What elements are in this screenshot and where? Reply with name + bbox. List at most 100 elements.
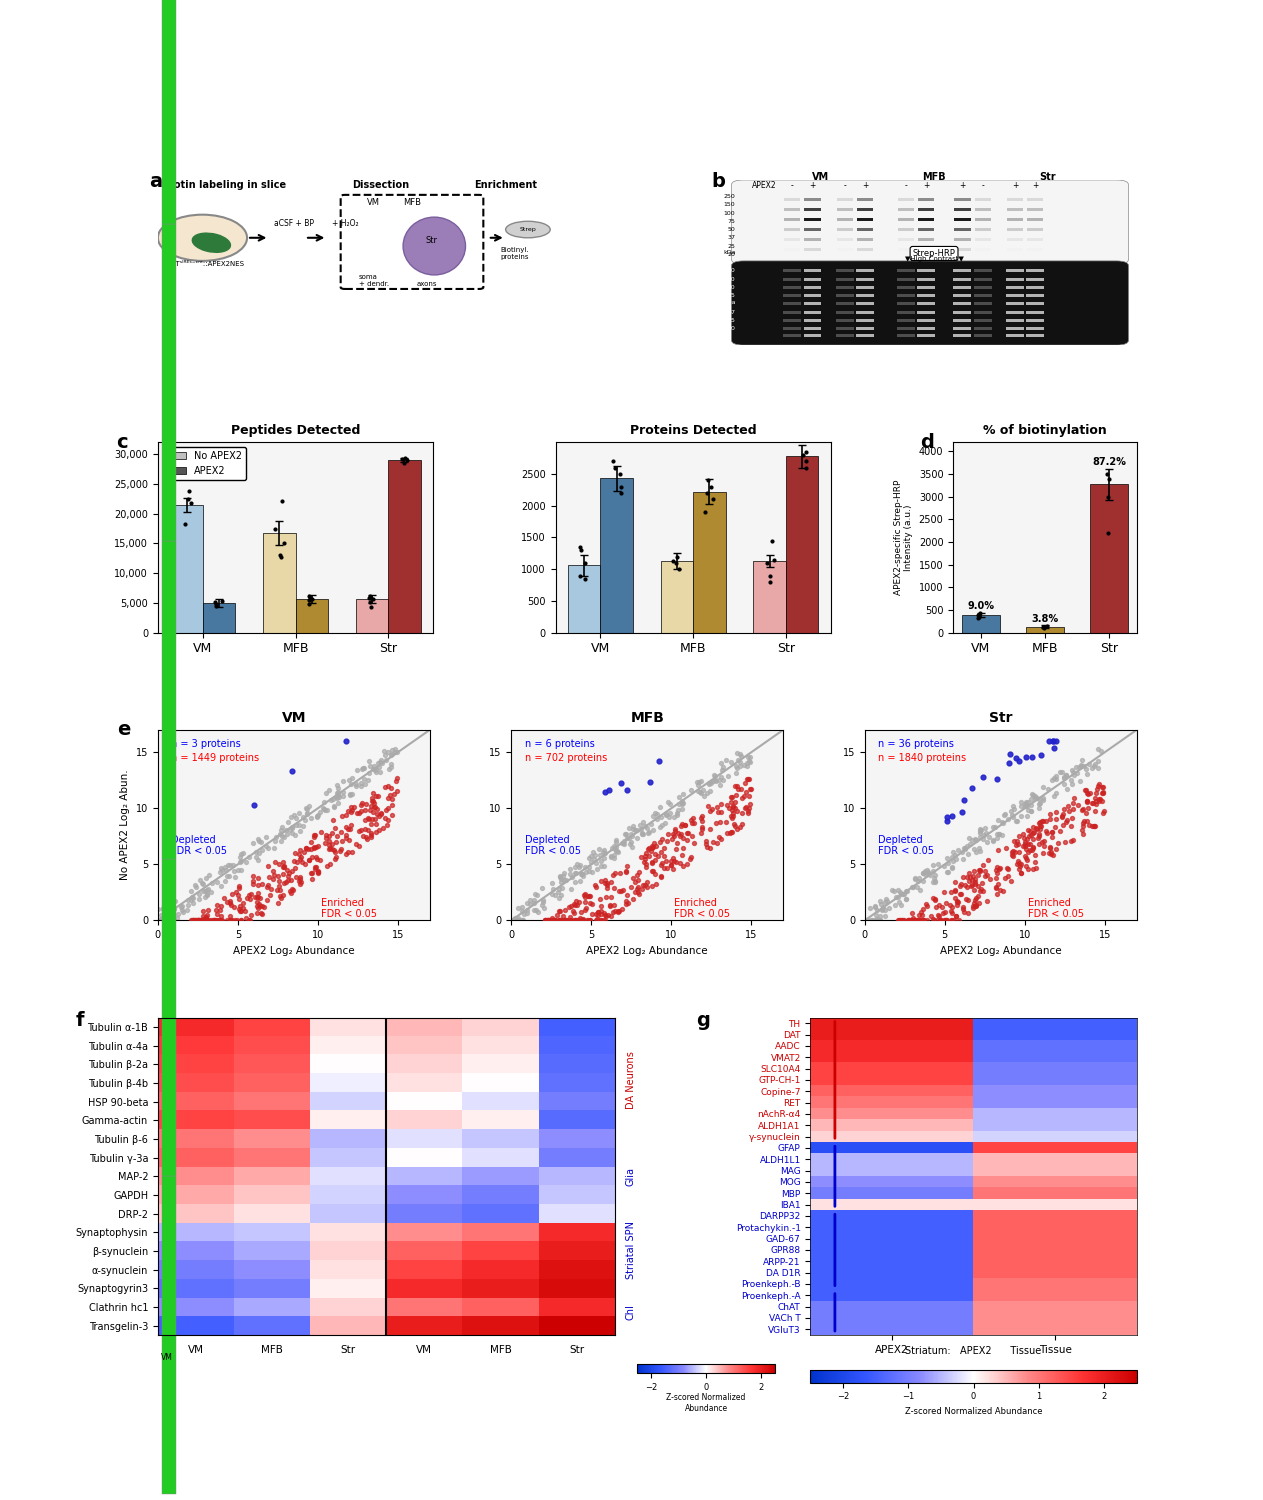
Point (902, 874, 922, 898)
Point (657, 856, 677, 880)
Point (974, 765, 994, 789)
Point (1087, 748, 1108, 772)
Point (908, 865, 928, 889)
Point (520, 888, 541, 912)
Point (973, 827, 993, 850)
Point (913, 909, 933, 933)
Point (230, 844, 250, 868)
Point (1027, 816, 1047, 840)
Point (1033, 789, 1053, 813)
Point (990, 878, 1010, 902)
Point (381, 738, 402, 762)
Point (318, 834, 338, 858)
Point (652, 850, 672, 874)
Point (918, 861, 938, 885)
Text: kDa: kDa (722, 300, 735, 304)
Point (298, 849, 318, 873)
Point (556, 868, 576, 892)
Point (1050, 760, 1070, 784)
Point (673, 827, 693, 850)
Point (221, 909, 241, 933)
Point (234, 842, 254, 866)
Point (1024, 786, 1045, 810)
Text: e: e (117, 720, 130, 740)
Point (591, 903, 611, 927)
Point (565, 909, 585, 933)
Point (945, 879, 965, 903)
Point (865, 909, 885, 933)
Point (1012, 852, 1032, 876)
Point (644, 801, 664, 825)
Point (351, 774, 371, 798)
Point (551, 909, 571, 933)
Point (605, 837, 625, 861)
Point (647, 807, 667, 831)
Point (885, 885, 906, 909)
Point (971, 871, 991, 895)
Point (669, 850, 690, 874)
Point (1072, 822, 1092, 846)
Point (645, 847, 666, 871)
Point (604, 846, 624, 870)
Point (937, 909, 957, 933)
Point (902, 909, 922, 933)
Point (290, 867, 311, 891)
Point (197, 909, 217, 933)
Point (251, 902, 272, 926)
Text: n = 6 proteins: n = 6 proteins (525, 740, 595, 750)
Bar (1027, 333, 1045, 336)
Point (154, 909, 174, 933)
Point (289, 842, 309, 866)
Point (172, 894, 192, 918)
Point (1082, 790, 1103, 814)
Point (307, 847, 327, 871)
Point (246, 894, 266, 918)
Point (1092, 782, 1113, 806)
Bar (1027, 303, 1045, 306)
Point (192, 873, 212, 897)
Point (575, 898, 595, 922)
Point (362, 789, 383, 813)
Point (648, 801, 668, 825)
Point (736, 753, 757, 777)
Bar (783, 310, 801, 314)
Point (168, 902, 188, 926)
Point (933, 900, 954, 924)
Point (269, 868, 289, 892)
Point (601, 870, 621, 894)
Point (195, 909, 215, 933)
Point (955, 836, 975, 860)
Point (216, 909, 236, 933)
Point (361, 812, 381, 836)
Point (970, 879, 990, 903)
Point (153, 897, 173, 921)
Point (941, 900, 961, 924)
Point (1033, 834, 1053, 858)
Bar (918, 228, 935, 231)
Point (342, 798, 362, 822)
Point (911, 878, 931, 902)
Point (1094, 800, 1114, 824)
Point (508, 906, 528, 930)
Point (1046, 729, 1066, 753)
Point (725, 783, 745, 807)
Point (266, 878, 287, 902)
Point (1090, 771, 1110, 795)
Point (736, 780, 757, 804)
Point (594, 853, 614, 877)
Point (888, 878, 908, 902)
Point (570, 855, 590, 879)
Point (661, 801, 681, 825)
Point (549, 909, 570, 933)
Point (695, 783, 715, 807)
Point (330, 839, 350, 862)
Point (337, 800, 357, 824)
Point (964, 897, 984, 921)
Point (595, 868, 615, 892)
Point (512, 898, 532, 922)
Point (735, 796, 755, 820)
Text: axons: axons (417, 280, 437, 286)
Point (618, 778, 638, 802)
Point (589, 837, 609, 861)
Point (677, 852, 697, 876)
